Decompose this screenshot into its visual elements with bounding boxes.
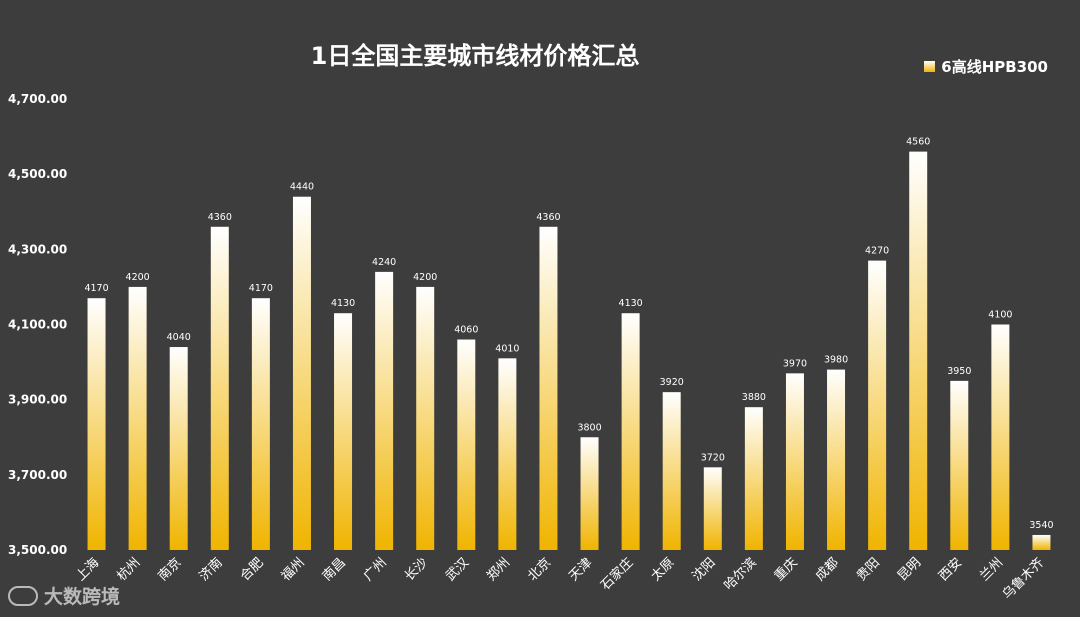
bar bbox=[210, 226, 229, 551]
data-label: 4240 bbox=[372, 257, 396, 268]
x-tick-label: 西安 bbox=[936, 555, 965, 584]
data-label: 3540 bbox=[1029, 520, 1053, 531]
y-tick-label: 3,700.00 bbox=[8, 468, 67, 482]
bar bbox=[457, 339, 476, 550]
data-label: 3980 bbox=[824, 355, 848, 366]
x-tick-label: 石家庄 bbox=[598, 555, 637, 594]
bar bbox=[785, 373, 804, 550]
bar bbox=[292, 196, 311, 550]
x-tick-label: 上海 bbox=[73, 555, 102, 584]
x-tick-label: 武汉 bbox=[443, 555, 472, 584]
watermark-logo-icon bbox=[8, 585, 38, 606]
data-label: 4200 bbox=[126, 272, 150, 283]
bar bbox=[662, 392, 681, 550]
data-label: 4270 bbox=[865, 246, 889, 257]
x-tick-label: 兰州 bbox=[977, 555, 1006, 584]
data-label: 4040 bbox=[167, 332, 191, 343]
data-label: 3800 bbox=[577, 422, 601, 433]
data-label: 3720 bbox=[701, 452, 725, 463]
x-tick-label: 杭州 bbox=[114, 555, 143, 584]
x-tick-label: 成都 bbox=[813, 555, 842, 584]
x-tick-label: 北京 bbox=[525, 555, 554, 584]
x-tick-label: 南昌 bbox=[319, 555, 349, 585]
x-tick-label: 长沙 bbox=[402, 555, 431, 584]
bar bbox=[416, 286, 435, 550]
data-label: 4130 bbox=[331, 298, 355, 309]
chart-title: 1日全国主要城市线材价格汇总 bbox=[310, 42, 640, 70]
bar bbox=[539, 226, 558, 551]
y-axis: 3,500.00 3,700.00 3,900.00 4,100.00 4,300.00… bbox=[8, 92, 67, 557]
data-label: 4060 bbox=[454, 325, 478, 336]
data-label: 3970 bbox=[783, 358, 807, 369]
bar bbox=[991, 324, 1010, 550]
y-tick-label: 4,500.00 bbox=[8, 167, 67, 181]
x-tick-label: 沈阳 bbox=[690, 555, 719, 584]
data-label: 4010 bbox=[495, 343, 519, 354]
bar bbox=[744, 407, 763, 550]
data-label: 3950 bbox=[947, 366, 971, 377]
data-label: 4360 bbox=[536, 212, 560, 223]
bar bbox=[580, 437, 599, 550]
data-label: 4440 bbox=[290, 182, 314, 193]
bar bbox=[1032, 534, 1051, 550]
x-tick-label: 天津 bbox=[566, 555, 595, 584]
x-tick-label: 乌鲁木齐 bbox=[999, 555, 1047, 603]
x-tick-label: 贵阳 bbox=[854, 555, 883, 584]
x-tick-label: 济南 bbox=[196, 555, 226, 585]
legend-label: 6高线HPB300 bbox=[941, 58, 1048, 76]
y-tick-label: 4,300.00 bbox=[8, 242, 67, 256]
x-axis-labels: 上海 杭州 南京 济南 合肥 福州 南昌 广州 长沙 武汉 郑州 北京 天津 石家庄 太原 沈阳 哈尔滨 重庆 成都… bbox=[73, 555, 1047, 603]
legend: 6高线HPB300 bbox=[924, 56, 1048, 77]
x-tick-label: 昆明 bbox=[895, 555, 924, 584]
y-tick-label: 3,900.00 bbox=[8, 393, 67, 407]
x-tick-label: 重庆 bbox=[771, 555, 801, 585]
bar bbox=[498, 358, 517, 550]
x-tick-label: 太原 bbox=[649, 555, 678, 584]
bar bbox=[375, 271, 394, 550]
y-tick-label: 4,100.00 bbox=[8, 318, 67, 332]
data-label: 4360 bbox=[208, 212, 232, 223]
x-tick-label: 福州 bbox=[279, 555, 308, 584]
x-tick-label: 合肥 bbox=[238, 555, 267, 584]
data-label: 4560 bbox=[906, 137, 930, 148]
x-tick-label: 郑州 bbox=[484, 555, 513, 584]
data-label: 3920 bbox=[660, 377, 684, 388]
y-tick-label: 3,500.00 bbox=[8, 543, 67, 557]
data-label: 4100 bbox=[988, 310, 1012, 321]
x-tick-label: 哈尔滨 bbox=[721, 555, 760, 594]
data-label: 4200 bbox=[413, 272, 437, 283]
bar bbox=[251, 298, 270, 550]
data-label: 4170 bbox=[249, 283, 273, 294]
bar bbox=[950, 380, 969, 550]
bars: 4170 4200 4040 4360 4170 4440 4130 4240 4200 4060… bbox=[84, 137, 1054, 551]
bar bbox=[334, 313, 353, 550]
data-label: 3880 bbox=[742, 392, 766, 403]
data-label: 4170 bbox=[84, 283, 108, 294]
legend-swatch bbox=[924, 61, 936, 72]
x-tick-label: 广州 bbox=[361, 555, 390, 584]
data-label: 4130 bbox=[619, 298, 643, 309]
bar bbox=[87, 298, 106, 550]
bar bbox=[128, 286, 147, 550]
x-tick-label: 南京 bbox=[155, 555, 185, 585]
y-tick-label: 4,700.00 bbox=[8, 92, 67, 106]
watermark-text: 大数跨境 bbox=[44, 586, 121, 608]
bar bbox=[827, 369, 846, 550]
bar bbox=[703, 467, 722, 550]
bar bbox=[909, 151, 928, 550]
bar bbox=[868, 260, 887, 550]
watermark: 大数跨境 bbox=[8, 582, 120, 609]
bar bbox=[621, 313, 640, 550]
bar bbox=[169, 347, 188, 550]
